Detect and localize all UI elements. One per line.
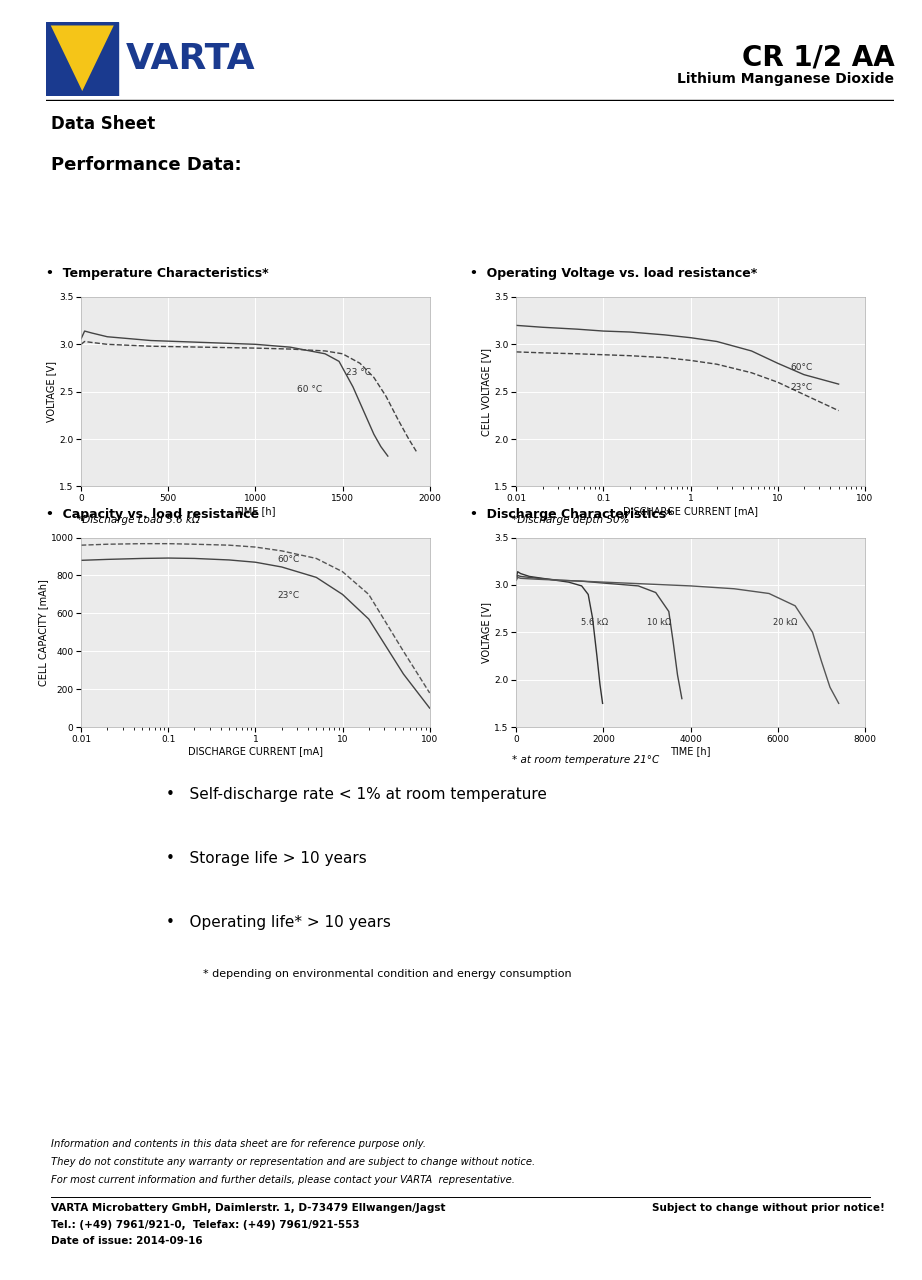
X-axis label: DISCHARGE CURRENT [mA]: DISCHARGE CURRENT [mA] [623, 506, 758, 516]
Y-axis label: VOLTAGE [V]: VOLTAGE [V] [481, 602, 491, 663]
Text: 5.6 kΩ: 5.6 kΩ [581, 618, 608, 627]
Text: They do not constitute any warranty or representation and are subject to change : They do not constitute any warranty or r… [51, 1157, 535, 1167]
Text: •  Operating Voltage vs. load resistance*: • Operating Voltage vs. load resistance* [470, 268, 758, 280]
Text: 60°C: 60°C [790, 364, 812, 372]
Text: •   Operating life* > 10 years: • Operating life* > 10 years [166, 915, 391, 931]
X-axis label: TIME [h]: TIME [h] [670, 746, 711, 756]
Text: •  Temperature Characteristics*: • Temperature Characteristics* [46, 268, 268, 280]
Text: Tel.: (+49) 7961/921-0,  Telefax: (+49) 7961/921-553: Tel.: (+49) 7961/921-0, Telefax: (+49) 7… [51, 1220, 360, 1230]
Text: •   Storage life > 10 years: • Storage life > 10 years [166, 851, 367, 867]
Y-axis label: VOLTAGE [V]: VOLTAGE [V] [46, 361, 56, 422]
Text: Information and contents in this data sheet are for reference purpose only.: Information and contents in this data sh… [51, 1139, 426, 1149]
Text: 10 kΩ: 10 kΩ [647, 618, 671, 627]
Text: * depending on environmental condition and energy consumption: * depending on environmental condition a… [203, 969, 572, 979]
Polygon shape [51, 26, 113, 91]
Text: 60°C: 60°C [278, 556, 300, 564]
Text: 60 °C: 60 °C [297, 385, 323, 394]
Text: VARTA: VARTA [126, 42, 255, 76]
Text: Performance Data:: Performance Data: [51, 156, 242, 174]
Text: •  Capacity vs. load resistance: • Capacity vs. load resistance [46, 508, 259, 521]
Text: •  Discharge Characteristics*: • Discharge Characteristics* [470, 508, 673, 521]
Text: 20 kΩ: 20 kΩ [774, 618, 798, 627]
X-axis label: DISCHARGE CURRENT [mA]: DISCHARGE CURRENT [mA] [188, 746, 323, 756]
Text: •   Self-discharge rate < 1% at room temperature: • Self-discharge rate < 1% at room tempe… [166, 787, 547, 803]
Text: *Discharge depth 50%: *Discharge depth 50% [512, 515, 629, 525]
Text: Data Sheet: Data Sheet [51, 115, 155, 133]
Text: Date of issue: 2014-09-16: Date of issue: 2014-09-16 [51, 1236, 202, 1247]
Text: CR 1/2 AA: CR 1/2 AA [741, 44, 894, 72]
Bar [46, 22, 118, 96]
Text: * at room temperature 21°C: * at room temperature 21°C [512, 755, 659, 765]
Y-axis label: CELL CAPACITY [mAh]: CELL CAPACITY [mAh] [38, 579, 48, 686]
Text: *Discharge Load 5.6 kΩ: *Discharge Load 5.6 kΩ [77, 515, 199, 525]
Text: Lithium Manganese Dioxide: Lithium Manganese Dioxide [678, 72, 894, 86]
Text: For most current information and further details, please contact your VARTA  rep: For most current information and further… [51, 1175, 514, 1185]
X-axis label: TIME [h]: TIME [h] [235, 506, 276, 516]
Text: 23°C: 23°C [278, 591, 300, 600]
Text: VARTA Microbattery GmbH, Daimlerstr. 1, D-73479 Ellwangen/Jagst: VARTA Microbattery GmbH, Daimlerstr. 1, … [51, 1203, 445, 1213]
Text: 23 °C: 23 °C [346, 367, 371, 376]
Text: 23°C: 23°C [790, 383, 812, 392]
Text: Subject to change without prior notice!: Subject to change without prior notice! [652, 1203, 885, 1213]
Y-axis label: CELL VOLTAGE [V]: CELL VOLTAGE [V] [481, 348, 491, 435]
